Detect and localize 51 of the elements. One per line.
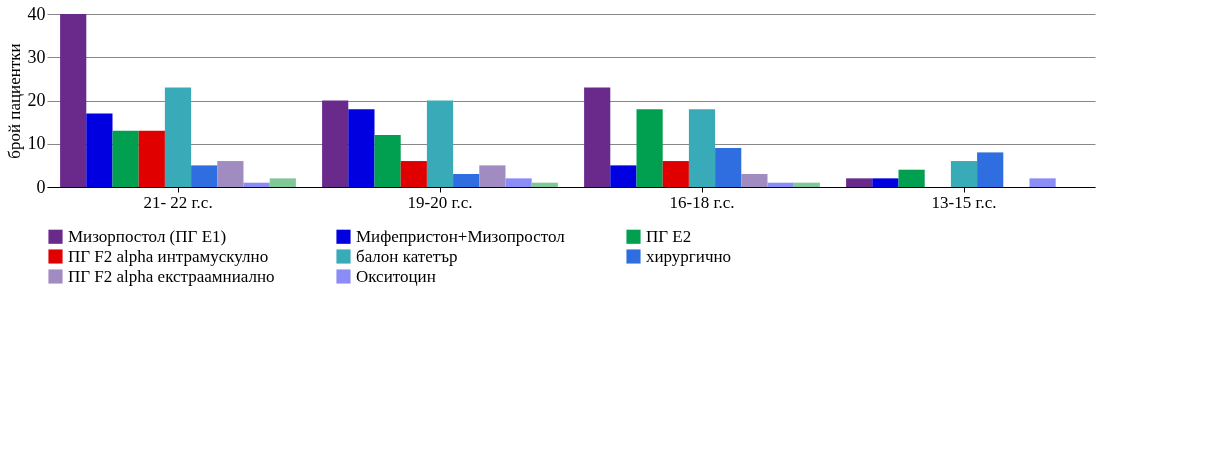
bar [662, 161, 689, 187]
bar [348, 109, 375, 187]
y-tick-label: 0 [36, 176, 46, 197]
bar [217, 161, 244, 187]
x-tick-label: 16-18 г.с. [669, 192, 735, 212]
bar [86, 113, 113, 187]
x-tick-label: 21- 22 г.с. [143, 192, 213, 212]
bar [898, 169, 925, 187]
bar [60, 14, 87, 187]
bar [243, 182, 270, 187]
x-tick-label: 13-15 г.с. [931, 192, 997, 212]
bar [374, 135, 401, 187]
bar [610, 165, 637, 187]
bar [426, 100, 454, 187]
bar [400, 161, 427, 187]
bar [767, 182, 794, 187]
bar [164, 87, 192, 187]
bar [138, 130, 165, 187]
bar [793, 182, 820, 187]
bar [269, 178, 296, 187]
y-axis-title: брой пациентки [4, 43, 24, 159]
legend-label: ПГ F2 alpha интрамускулно [68, 246, 269, 266]
bar [322, 100, 349, 187]
legend-label: Мифепристон+Мизопростол [356, 226, 566, 246]
legend-label: Окситоцин [356, 266, 436, 286]
legend-label: ПГ F2 alpha екстраамниално [68, 266, 275, 286]
bar [872, 178, 899, 187]
legend-label: хирургично [646, 246, 732, 266]
bar [741, 174, 768, 187]
y-tick-label: 20 [27, 90, 46, 110]
bar [636, 109, 663, 187]
bar [1029, 178, 1056, 187]
legend-label: балон катетър [356, 246, 458, 266]
x-tick-label: 19-20 г.с. [407, 192, 473, 212]
y-tick-label: 10 [27, 133, 46, 154]
bar [715, 148, 742, 187]
y-tick-label: 30 [27, 46, 46, 67]
bar [505, 178, 532, 187]
legend-label: Мизорпостол (ПГ Е1) [68, 226, 227, 246]
bar [112, 130, 139, 187]
bar [453, 174, 480, 187]
bar [531, 182, 558, 187]
legend-label: ПГ Е2 [646, 226, 692, 246]
bar [688, 109, 716, 187]
bar [950, 161, 978, 187]
bar [846, 178, 873, 187]
bar [977, 152, 1004, 187]
y-tick-label: 40 [27, 3, 46, 24]
bar [584, 87, 611, 187]
bar [191, 165, 218, 187]
bar [479, 165, 506, 187]
